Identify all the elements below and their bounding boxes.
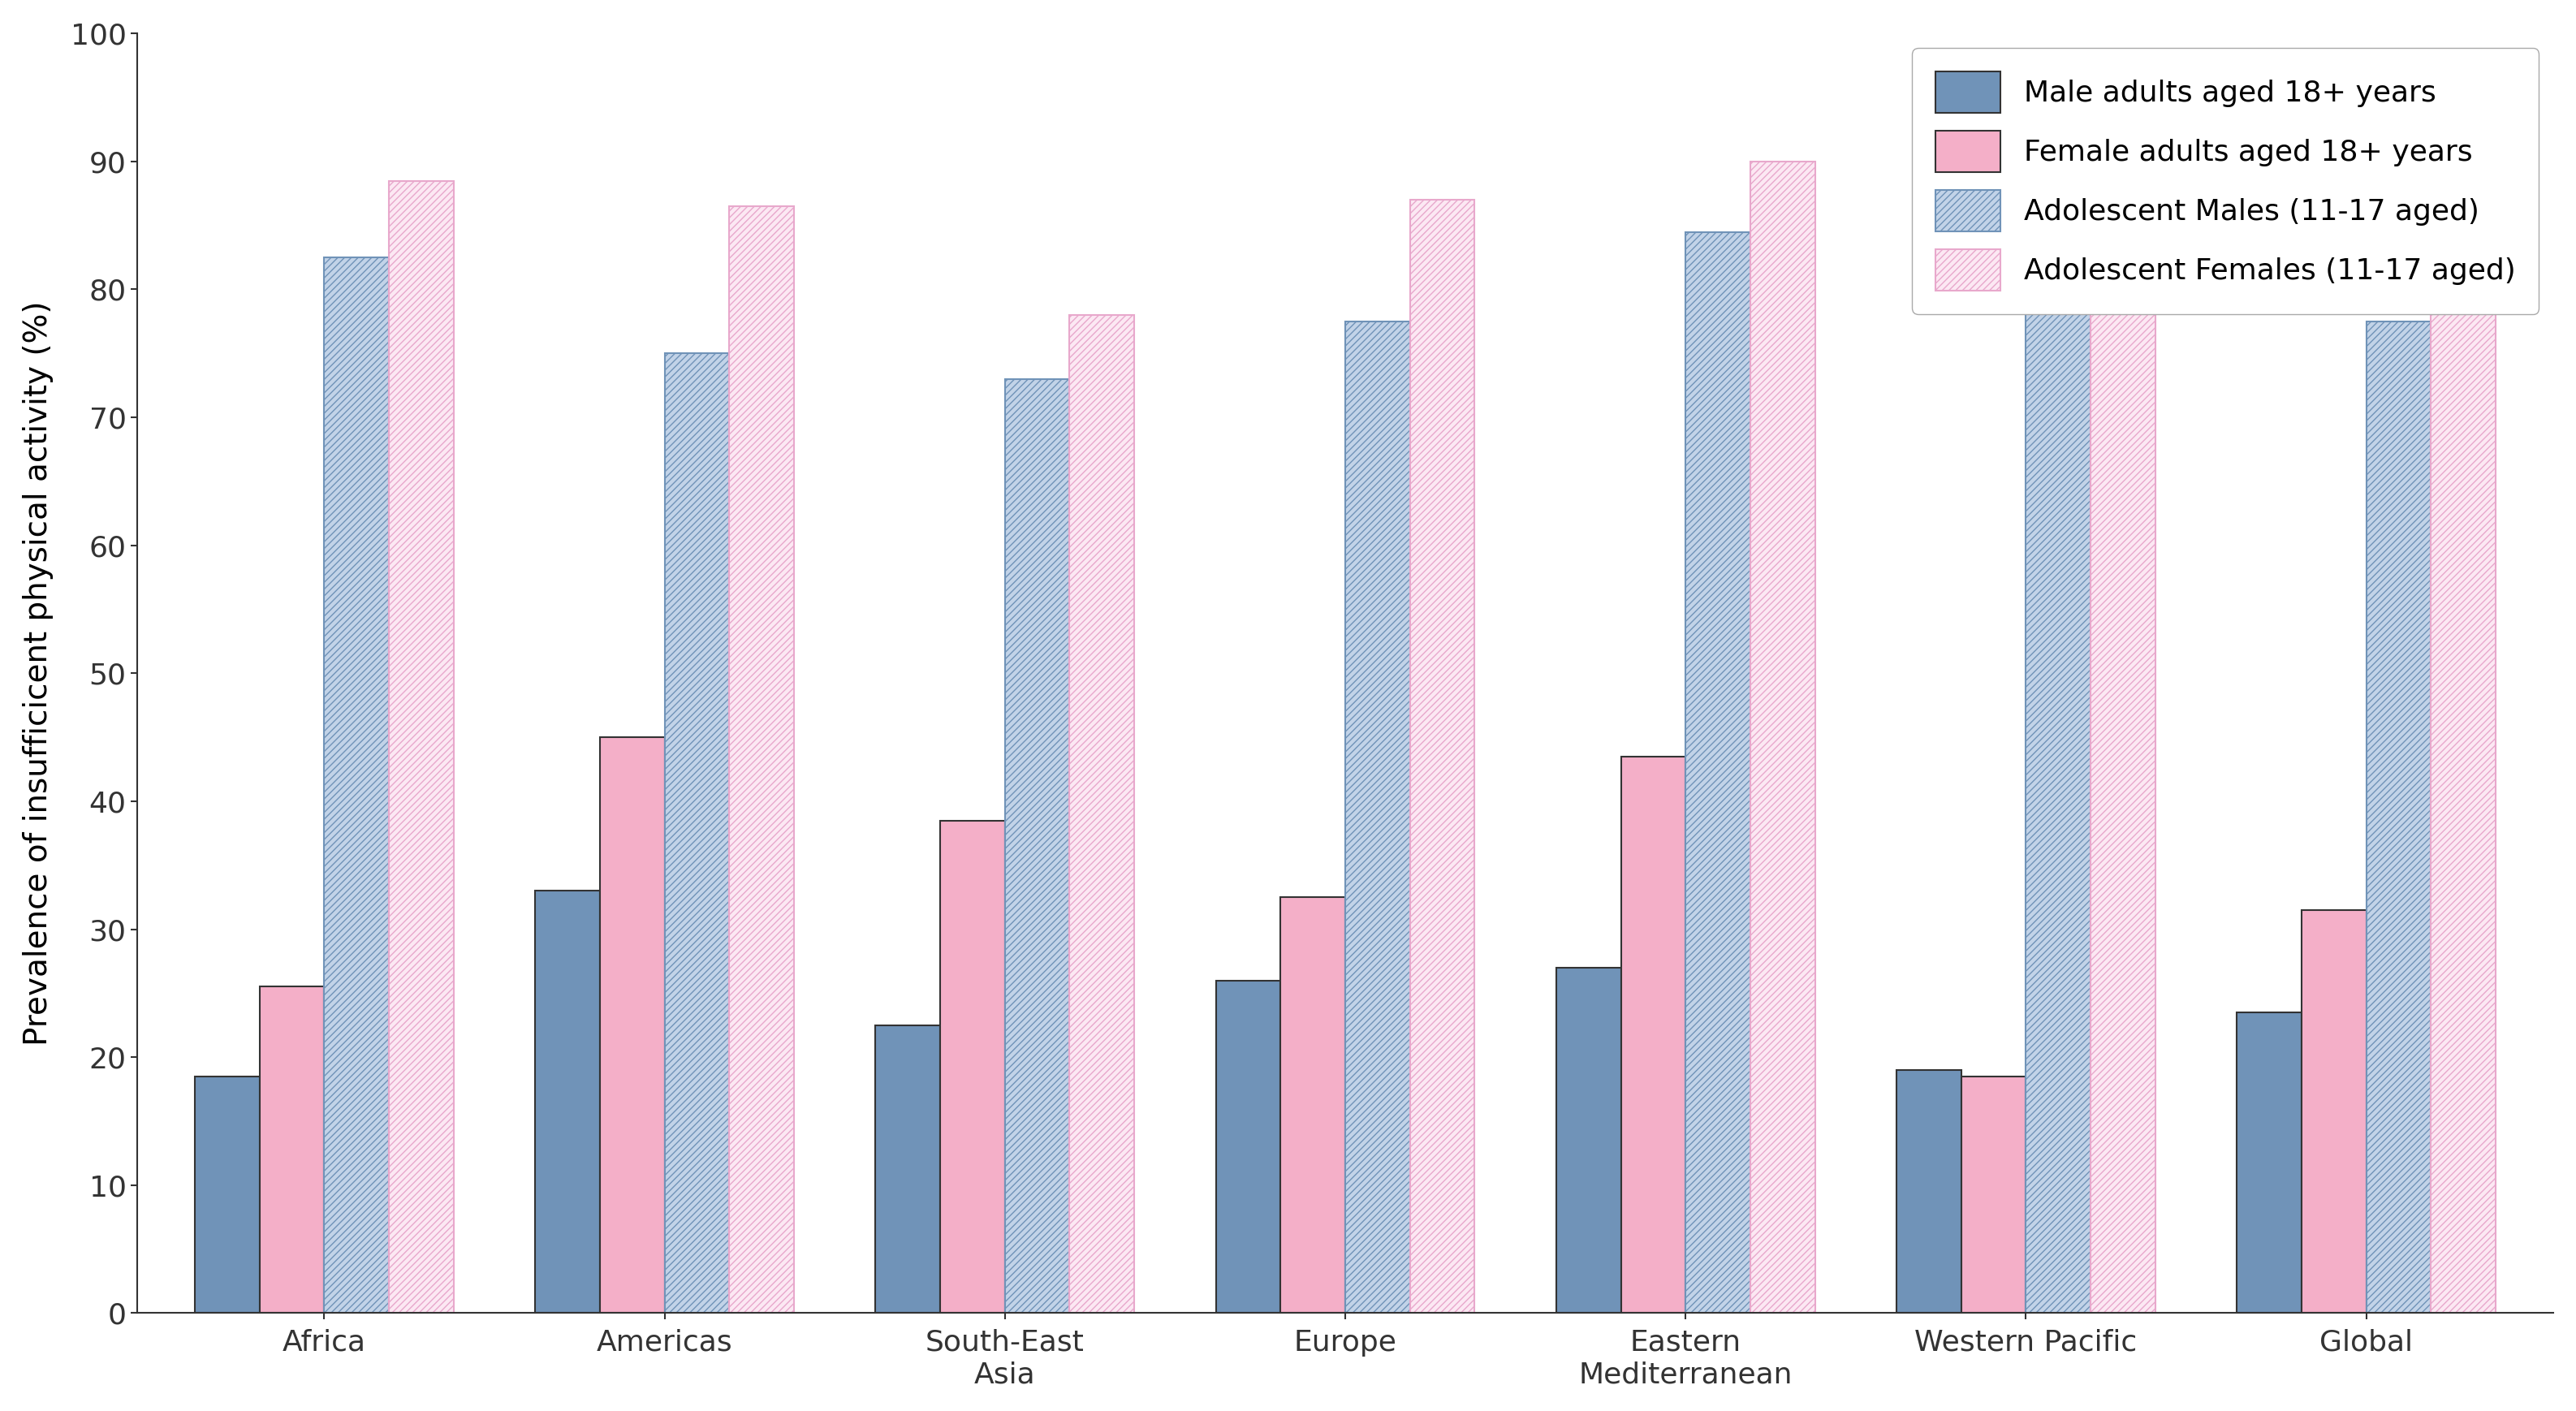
Bar	[1409, 200, 1473, 1314]
Bar	[665, 353, 729, 1314]
Bar	[536, 890, 600, 1314]
Bar	[2432, 226, 2496, 1314]
Bar	[1620, 756, 1685, 1314]
Legend: Male adults aged 18+ years, Female adults aged 18+ years, Adolescent Males (11-1: Male adults aged 18+ years, Female adult…	[1911, 48, 2540, 313]
Bar	[1005, 380, 1069, 1314]
Bar	[2092, 161, 2156, 1314]
Bar	[2236, 1012, 2300, 1314]
Bar	[2300, 910, 2367, 1314]
Bar	[1069, 315, 1133, 1314]
Y-axis label: Prevalence of insufficicent physical activity (%): Prevalence of insufficicent physical act…	[23, 301, 54, 1046]
Bar	[1556, 968, 1620, 1314]
Bar	[2367, 322, 2432, 1314]
Bar	[729, 206, 793, 1314]
Bar	[196, 1077, 260, 1314]
Bar	[1345, 322, 1409, 1314]
Bar	[1896, 1070, 1960, 1314]
Bar	[940, 820, 1005, 1314]
Bar	[1685, 231, 1749, 1314]
Bar	[260, 986, 325, 1314]
Bar	[389, 181, 453, 1314]
Bar	[1216, 981, 1280, 1314]
Bar	[876, 1026, 940, 1314]
Bar	[600, 738, 665, 1314]
Bar	[1960, 1077, 2025, 1314]
Bar	[325, 257, 389, 1314]
Bar	[1280, 897, 1345, 1314]
Bar	[1749, 161, 1816, 1314]
Bar	[2025, 264, 2092, 1314]
